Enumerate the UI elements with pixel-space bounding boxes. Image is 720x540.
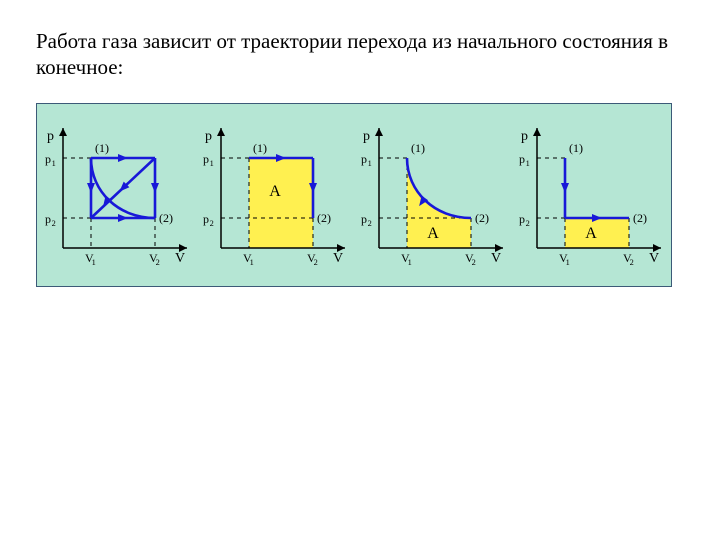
svg-text:2: 2 bbox=[52, 219, 56, 228]
svg-text:p: p bbox=[45, 152, 51, 166]
svg-text:p: p bbox=[47, 129, 54, 144]
svg-text:V: V bbox=[649, 251, 659, 266]
svg-text:p: p bbox=[203, 212, 209, 226]
svg-text:p: p bbox=[361, 212, 367, 226]
svg-text:(2): (2) bbox=[159, 211, 173, 225]
svg-text:p: p bbox=[45, 212, 51, 226]
svg-text:2: 2 bbox=[314, 258, 318, 267]
svg-text:p: p bbox=[519, 152, 525, 166]
chart-4: pVp1p2V1V2(1)(2)A bbox=[515, 120, 665, 270]
svg-text:1: 1 bbox=[52, 159, 56, 168]
svg-text:(1): (1) bbox=[253, 141, 267, 155]
chart-1: pVp1p2V1V2(1)(2) bbox=[41, 120, 191, 270]
svg-text:(2): (2) bbox=[475, 211, 489, 225]
chart-3: pVp1p2V1V2(1)(2)A bbox=[357, 120, 507, 270]
svg-text:1: 1 bbox=[566, 258, 570, 267]
svg-text:V: V bbox=[175, 251, 185, 266]
svg-text:1: 1 bbox=[210, 159, 214, 168]
svg-text:1: 1 bbox=[368, 159, 372, 168]
svg-text:(1): (1) bbox=[569, 141, 583, 155]
svg-text:(2): (2) bbox=[633, 211, 647, 225]
svg-text:p: p bbox=[205, 129, 212, 144]
svg-text:2: 2 bbox=[156, 258, 160, 267]
svg-text:p: p bbox=[361, 152, 367, 166]
slide-title: Работа газа зависит от траектории перехо… bbox=[36, 28, 684, 81]
svg-text:A: A bbox=[427, 225, 439, 242]
svg-text:1: 1 bbox=[92, 258, 96, 267]
svg-text:2: 2 bbox=[630, 258, 634, 267]
svg-text:1: 1 bbox=[250, 258, 254, 267]
svg-text:(2): (2) bbox=[317, 211, 331, 225]
svg-text:(1): (1) bbox=[95, 141, 109, 155]
svg-text:2: 2 bbox=[526, 219, 530, 228]
svg-text:2: 2 bbox=[368, 219, 372, 228]
svg-text:2: 2 bbox=[472, 258, 476, 267]
svg-text:p: p bbox=[519, 212, 525, 226]
svg-text:1: 1 bbox=[526, 159, 530, 168]
svg-text:A: A bbox=[585, 225, 597, 242]
svg-text:p: p bbox=[203, 152, 209, 166]
svg-text:1: 1 bbox=[408, 258, 412, 267]
charts-panel: pVp1p2V1V2(1)(2) pVp1p2V1V2(1)(2)A pVp1p… bbox=[36, 103, 672, 287]
svg-text:p: p bbox=[363, 129, 370, 144]
svg-text:V: V bbox=[491, 251, 501, 266]
svg-text:p: p bbox=[521, 129, 528, 144]
svg-text:A: A bbox=[269, 183, 281, 200]
svg-text:2: 2 bbox=[210, 219, 214, 228]
chart-2: pVp1p2V1V2(1)(2)A bbox=[199, 120, 349, 270]
svg-text:(1): (1) bbox=[411, 141, 425, 155]
svg-text:V: V bbox=[333, 251, 343, 266]
